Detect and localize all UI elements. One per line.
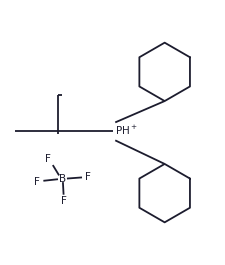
Text: F: F — [45, 154, 51, 165]
Text: F: F — [85, 173, 91, 182]
Text: B: B — [59, 174, 66, 184]
Text: PH$^+$: PH$^+$ — [115, 124, 137, 137]
Text: F: F — [34, 177, 39, 187]
Text: F: F — [60, 196, 66, 206]
